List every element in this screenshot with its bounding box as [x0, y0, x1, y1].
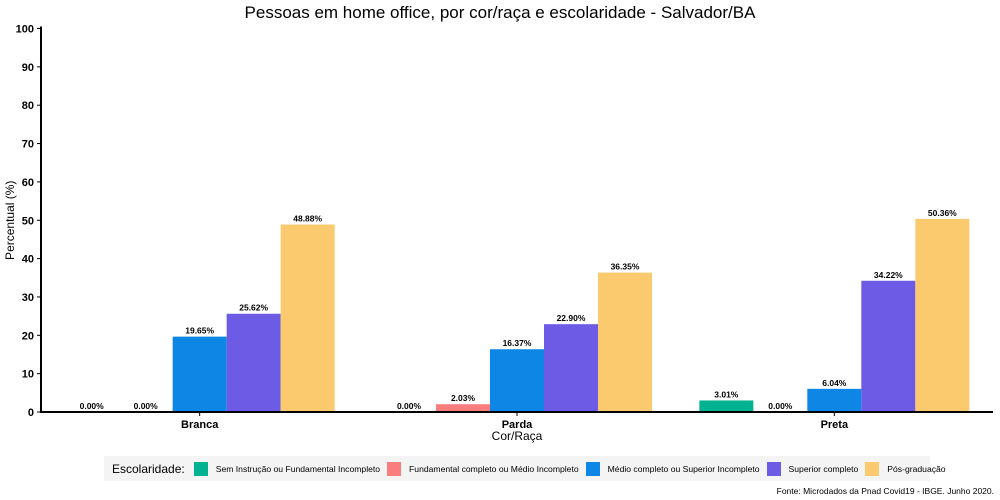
legend-key-sem-instrucao — [193, 461, 208, 476]
legend-key-medio-completo — [585, 461, 600, 476]
bar-preta-medio-completo-ou-superior-incompleto — [807, 388, 862, 412]
source-caption: Fonte: Microdados da Pnad Covid19 - IBGE… — [776, 486, 994, 496]
bar-parda-superior-completo — [544, 324, 598, 412]
bar-preta-superior-completo — [861, 280, 916, 412]
legend-item-sem-instrucao: Sem Instrução ou Fundamental Incompleto — [193, 461, 381, 476]
legend-item-fundamental-completo: Fundamental completo ou Médio Incompleto — [387, 461, 579, 476]
y-tick-label: 70 — [22, 139, 34, 151]
data-label: 36.35% — [611, 262, 640, 272]
data-label: 3.01% — [714, 389, 739, 399]
bar-parda-fundamental-completo-ou-medio-incompleto — [436, 404, 490, 412]
bar-parda-medio-completo-ou-superior-incompleto — [490, 349, 544, 412]
data-label: 48.88% — [293, 214, 322, 224]
data-label: 0.00% — [134, 401, 159, 411]
legend-label-fundamental-completo: Fundamental completo ou Médio Incompleto — [409, 463, 579, 474]
bar-branca-medio-completo-ou-superior-incompleto — [172, 336, 227, 412]
data-label: 50.36% — [928, 208, 957, 218]
data-label: 6.04% — [822, 378, 847, 388]
bar-branca-superior-completo — [226, 313, 281, 412]
bar-parda-pos-graduacao — [598, 272, 652, 412]
x-tick-label: Branca — [181, 419, 219, 431]
data-label: 22.90% — [557, 313, 586, 323]
x-axis-title: Cor/Raça — [492, 429, 543, 443]
legend-label-superior-completo: Superior completo — [788, 463, 859, 474]
data-label: 0.00% — [80, 401, 105, 411]
data-label: 0.00% — [768, 401, 793, 411]
legend-key-fundamental-completo — [387, 461, 402, 476]
data-label: 0.00% — [397, 401, 422, 411]
legend-label-sem-instrucao: Sem Instrução ou Fundamental Incompleto — [215, 463, 381, 474]
legend-key-superior-completo — [766, 461, 781, 476]
legend-title: Escolaridade: — [112, 461, 185, 476]
data-label: 2.03% — [451, 393, 476, 403]
legend-item-superior-completo: Superior completo — [766, 461, 859, 476]
y-axis-title: Percentual (%) — [3, 181, 17, 260]
y-tick-label: 90 — [22, 62, 34, 74]
y-tick-label: 50 — [22, 215, 34, 227]
legend-label-pos-graduacao: Pós-graduação — [887, 463, 946, 474]
y-tick-label: 40 — [22, 254, 34, 266]
legend: Escolaridade: Sem Instrução ou Fundament… — [104, 456, 946, 481]
bar-branca-pos-graduacao — [280, 224, 335, 412]
x-tick-label: Preta — [821, 419, 849, 431]
x-tick-label: Parda — [502, 419, 533, 431]
legend-item-medio-completo: Médio completo ou Superior Incompleto — [585, 461, 760, 476]
data-label: 25.62% — [239, 303, 268, 313]
legend-label-medio-completo: Médio completo ou Superior Incompleto — [607, 463, 760, 474]
y-tick-label: 20 — [22, 330, 34, 342]
y-tick-label: 60 — [22, 177, 34, 189]
y-tick-label: 30 — [22, 292, 34, 304]
chart-title: Pessoas em home office, por cor/raça e e… — [244, 3, 756, 22]
legend-item-pos-graduacao: Pós-graduação — [865, 461, 946, 476]
y-tick-label: 100 — [16, 24, 34, 36]
bar-preta-pos-graduacao — [915, 218, 970, 412]
legend-key-pos-graduacao — [865, 461, 880, 476]
y-tick-label: 80 — [22, 100, 34, 112]
y-tick-label: 10 — [22, 369, 34, 381]
y-tick-label: 0 — [28, 407, 34, 419]
bar-preta-sem-instrucao-ou-fundamental-incompleto — [699, 400, 754, 412]
data-label: 16.37% — [503, 338, 532, 348]
data-label: 19.65% — [185, 326, 214, 336]
data-label: 34.22% — [874, 270, 903, 280]
